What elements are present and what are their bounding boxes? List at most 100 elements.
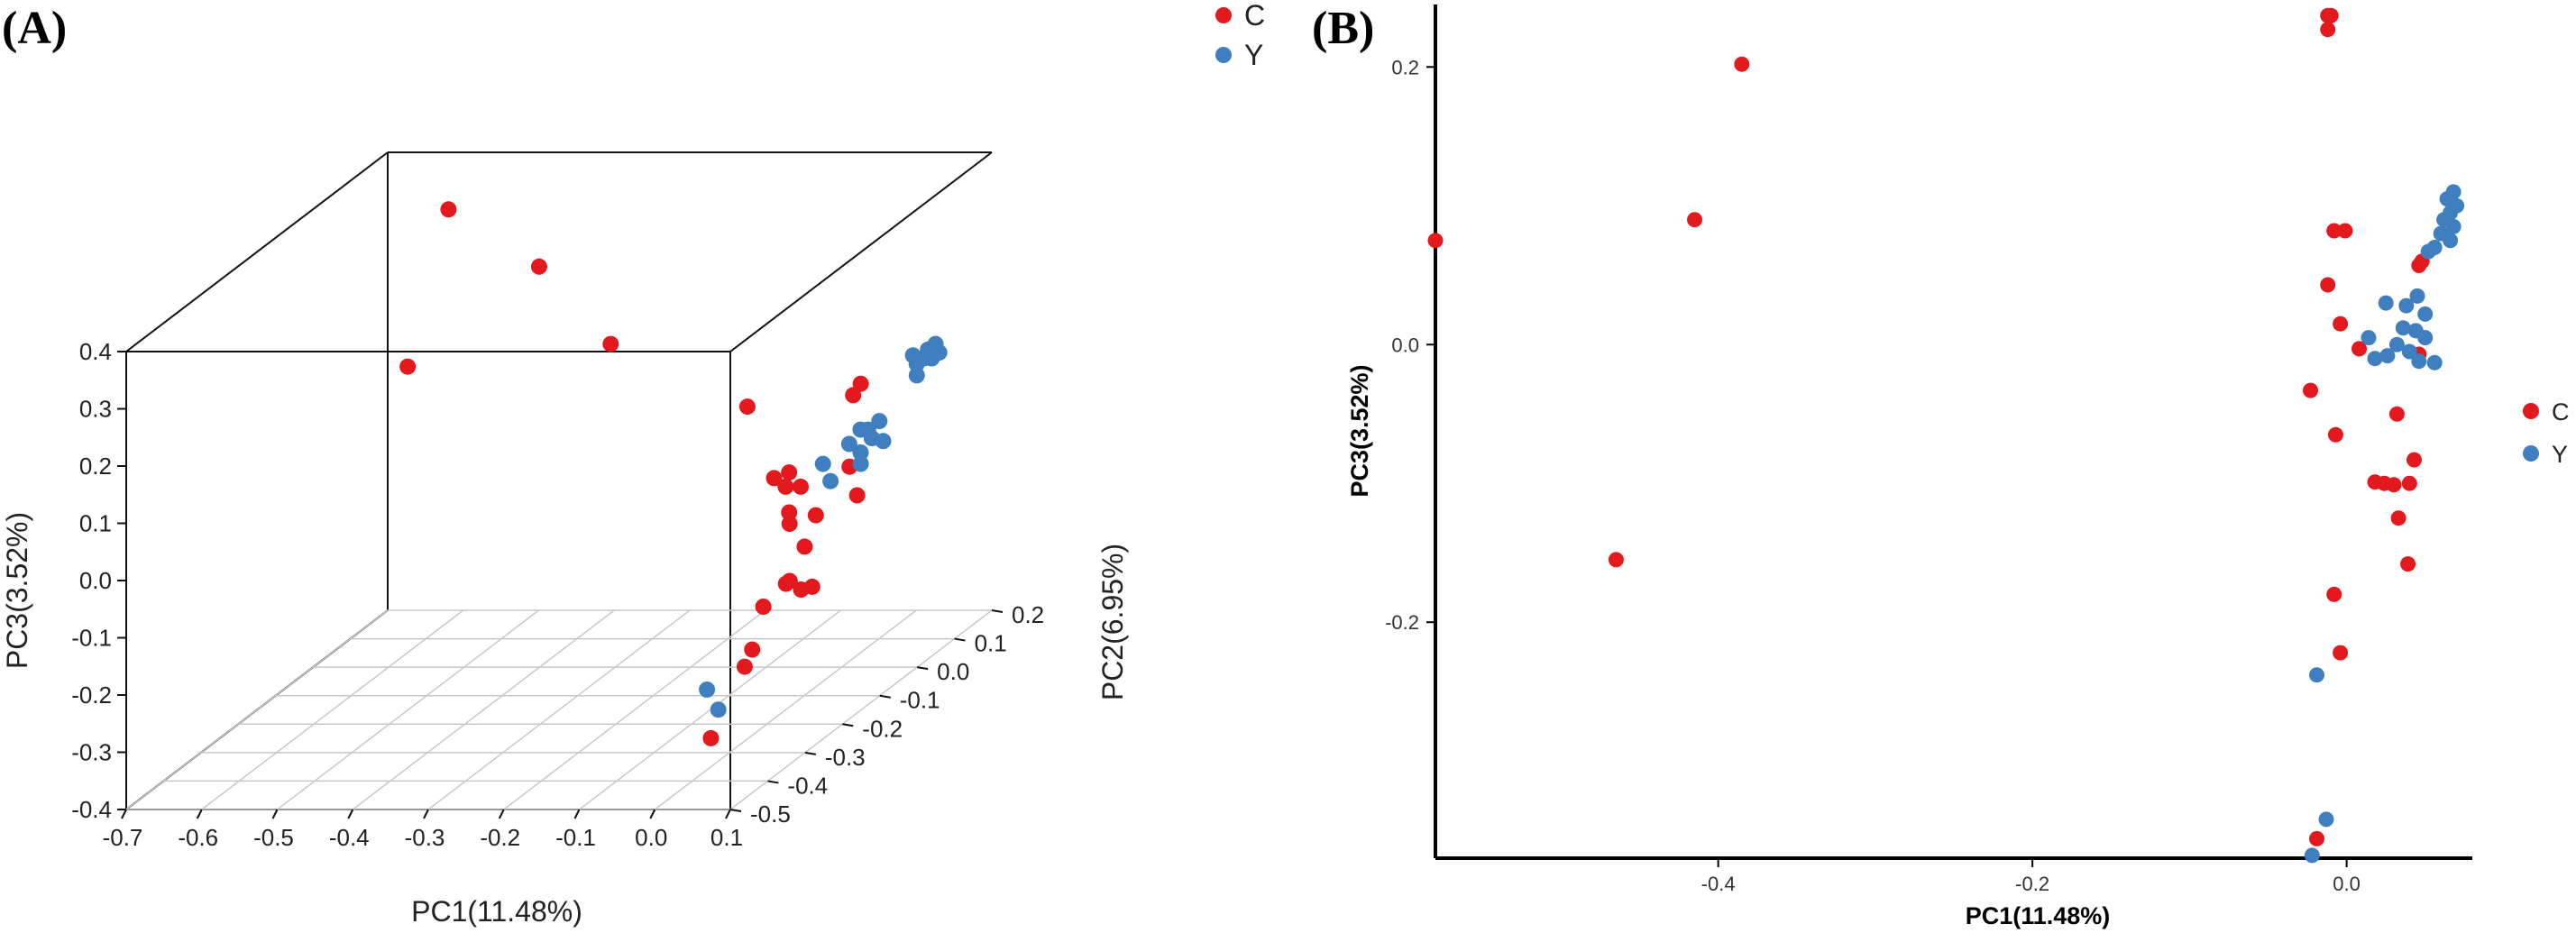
point-c bbox=[736, 658, 753, 675]
legend-label-c: C bbox=[1244, 0, 1265, 32]
panel-b-points bbox=[1427, 7, 2465, 864]
point-y bbox=[871, 413, 888, 430]
legend-label-y: Y bbox=[2552, 441, 2568, 468]
x-tick-mark bbox=[271, 809, 279, 819]
point-c bbox=[777, 478, 794, 495]
point-c bbox=[1608, 552, 1624, 568]
point-c bbox=[738, 398, 756, 416]
x-tick-mark bbox=[423, 809, 429, 819]
point-y bbox=[908, 367, 925, 384]
point-c bbox=[777, 575, 794, 592]
point-c bbox=[2320, 22, 2336, 38]
point-y bbox=[2318, 811, 2334, 828]
point-c bbox=[2323, 7, 2339, 23]
z-tick-label: -0.4 bbox=[71, 796, 112, 823]
z-tick-label: 0.4 bbox=[79, 338, 112, 365]
x-tick-mark bbox=[573, 809, 581, 819]
point-y bbox=[814, 455, 831, 472]
point-c bbox=[2401, 475, 2417, 491]
panel-b-legend: CY bbox=[2523, 398, 2570, 468]
point-c bbox=[2351, 341, 2367, 357]
x-tick-label: -0.3 bbox=[405, 824, 445, 851]
x-tick-label: -0.7 bbox=[103, 824, 143, 851]
point-y bbox=[2417, 306, 2434, 322]
point-c bbox=[602, 335, 619, 352]
z-tick-label: -0.3 bbox=[71, 739, 112, 766]
point-y bbox=[875, 433, 892, 450]
point-c bbox=[796, 538, 813, 555]
point-y bbox=[2426, 354, 2443, 370]
point-c bbox=[793, 478, 809, 495]
legend-label-y: Y bbox=[1244, 39, 1263, 71]
point-y bbox=[2401, 343, 2417, 360]
panel-a-floor-grid bbox=[125, 609, 993, 810]
point-c bbox=[1427, 233, 1444, 249]
y-tick-mark bbox=[879, 694, 891, 699]
point-y bbox=[2395, 320, 2411, 336]
point-c bbox=[2326, 223, 2342, 239]
point-c bbox=[2326, 586, 2342, 602]
y-tick-label: -0.5 bbox=[750, 800, 791, 828]
x-tick-mark bbox=[725, 809, 731, 819]
z-tick-label: -0.2 bbox=[71, 681, 112, 709]
panel-b-label: (B) bbox=[1312, 3, 1374, 54]
point-y bbox=[2398, 297, 2415, 314]
panel-a-3d-scatter: (A) -0.7 -0.6 -0.5 -0.4 -0.3 -0.2 -0.1 0.0 0.1-0… bbox=[1, 0, 1265, 928]
point-c bbox=[765, 470, 783, 487]
x-tick-mark bbox=[347, 809, 354, 819]
panel-b-axes bbox=[1434, 5, 2472, 860]
point-c bbox=[781, 516, 798, 532]
point-c bbox=[2400, 556, 2416, 572]
y-tick-label: 0.0 bbox=[1391, 334, 1419, 356]
point-y bbox=[852, 455, 869, 472]
point-c bbox=[2333, 316, 2349, 332]
x-tick-mark bbox=[649, 809, 656, 819]
floor-grid-line-x bbox=[277, 609, 539, 810]
floor-grid-line-x bbox=[352, 609, 615, 810]
point-c bbox=[744, 641, 761, 658]
x-tick-label: 0.0 bbox=[2333, 873, 2361, 895]
legend-marker-c bbox=[2523, 403, 2539, 419]
x-tick-label: -0.4 bbox=[1701, 873, 1736, 895]
x-tick-label: -0.4 bbox=[329, 824, 370, 851]
point-c bbox=[2327, 426, 2343, 443]
point-c bbox=[845, 387, 862, 404]
panel-b-y-title: PC3(3.52%) bbox=[1346, 364, 1373, 497]
x-tick-label: -0.2 bbox=[2015, 873, 2049, 895]
x-tick-label: -0.5 bbox=[253, 824, 294, 851]
y-tick-label: -0.3 bbox=[825, 744, 866, 771]
point-c bbox=[781, 464, 798, 481]
y-tick-mark bbox=[804, 751, 817, 755]
point-c bbox=[2388, 406, 2405, 422]
legend-marker-y bbox=[2523, 445, 2539, 462]
floor-grid-line-x bbox=[729, 609, 993, 810]
point-c bbox=[2390, 510, 2406, 526]
x-tick-label: -0.1 bbox=[555, 824, 596, 851]
y-tick-mark bbox=[729, 809, 742, 812]
floor-grid-line-x bbox=[579, 609, 841, 810]
point-c bbox=[399, 358, 417, 375]
panel-a-legend: CY bbox=[1215, 0, 1265, 71]
point-y bbox=[2411, 353, 2427, 370]
y-tick-label: 0.1 bbox=[975, 630, 1007, 657]
y-tick-label: -0.4 bbox=[787, 772, 828, 799]
point-c bbox=[1687, 212, 1702, 228]
point-y bbox=[2361, 330, 2377, 346]
panel-b-ticks: -0.4 -0.2 0.0 -0.2 0.0 0.2 bbox=[1385, 56, 2361, 895]
point-c bbox=[2303, 382, 2318, 398]
y-tick-mark bbox=[991, 609, 1004, 613]
point-c bbox=[807, 507, 824, 524]
panel-a-y-title: PC2(6.95%) bbox=[1096, 544, 1129, 700]
point-c bbox=[793, 581, 810, 598]
point-c bbox=[2337, 223, 2353, 239]
panel-b-x-title: PC1(11.48%) bbox=[1966, 902, 2111, 929]
y-tick-label: -0.2 bbox=[1385, 611, 1419, 634]
legend-marker-c bbox=[1215, 7, 1232, 23]
point-c bbox=[2386, 477, 2402, 493]
point-y bbox=[852, 444, 869, 461]
z-tick-label: 0.0 bbox=[79, 567, 112, 594]
y-tick-mark bbox=[916, 666, 929, 671]
panel-a-label: (A) bbox=[2, 3, 67, 54]
box-edge bbox=[729, 151, 993, 352]
x-tick-label: 0.1 bbox=[710, 824, 743, 851]
